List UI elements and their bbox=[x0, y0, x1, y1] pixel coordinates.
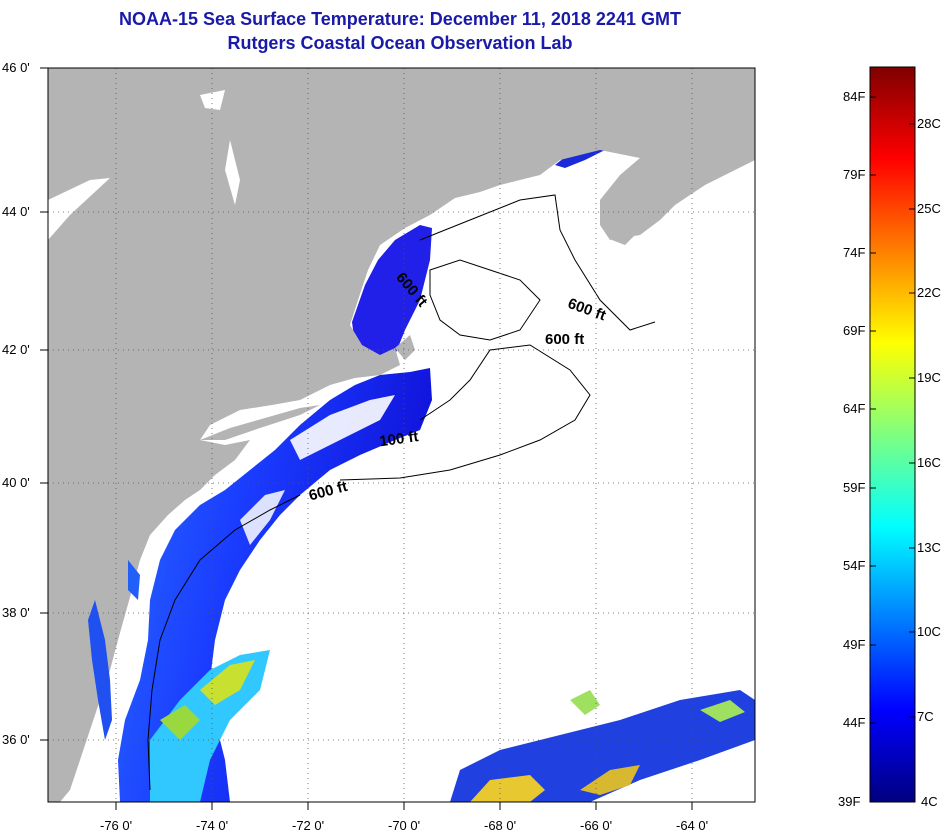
lat-label: 44 0' bbox=[2, 204, 30, 219]
map-subtitle: Rutgers Coastal Ocean Observation Lab bbox=[227, 33, 573, 53]
colorbar-c-label: 7C bbox=[917, 709, 934, 724]
colorbar-f-label: 49F bbox=[843, 637, 865, 652]
sst-gulf-of-maine-water bbox=[352, 225, 432, 360]
lon-label: -64 0' bbox=[676, 818, 708, 832]
map-title: NOAA-15 Sea Surface Temperature: Decembe… bbox=[119, 9, 681, 29]
depth-contour-100ft bbox=[147, 494, 301, 791]
colorbar-c-label: 4C bbox=[921, 794, 938, 809]
cloud-streak bbox=[240, 490, 285, 545]
lat-label: 40 0' bbox=[2, 475, 30, 490]
sst-offshore-warm-patch bbox=[580, 765, 640, 795]
colorbar-c-label: 22C bbox=[917, 285, 941, 300]
lon-label: -68 0' bbox=[484, 818, 516, 832]
frame-ticks bbox=[40, 67, 693, 810]
lon-label: -72 0' bbox=[292, 818, 324, 832]
lat-label: 42 0' bbox=[2, 342, 30, 357]
depth-contour-600ft bbox=[419, 194, 656, 331]
sst-warm-patch bbox=[200, 660, 255, 705]
colorbar-f-label: 84F bbox=[843, 89, 865, 104]
land-us-northeast bbox=[48, 68, 755, 802]
chesapeake-bay bbox=[88, 600, 112, 740]
colorbar-f-label: 44F bbox=[843, 715, 865, 730]
sst-offshore-warm-patch bbox=[570, 690, 600, 715]
colorbar-c-label: 25C bbox=[917, 201, 941, 216]
colorbar-c-label: 10C bbox=[917, 624, 941, 639]
lat-label: 46 0' bbox=[2, 60, 30, 75]
lon-label: -74 0' bbox=[196, 818, 228, 832]
lon-label: -76 0' bbox=[100, 818, 132, 832]
contour-label: 600 ft bbox=[545, 331, 584, 348]
inland-lake bbox=[200, 90, 225, 110]
lon-label: -66 0' bbox=[580, 818, 612, 832]
colorbar-c-label: 13C bbox=[917, 540, 941, 555]
lon-label: -70 0' bbox=[388, 818, 420, 832]
lat-label: 38 0' bbox=[2, 605, 30, 620]
depth-contour-600ft-gb bbox=[339, 344, 591, 481]
cloud-streak bbox=[290, 395, 395, 460]
sst-offshore-warm-patch bbox=[470, 775, 545, 802]
colorbar-f-label: 69F bbox=[843, 323, 865, 338]
colorbar bbox=[869, 66, 916, 803]
lat-label: 36 0' bbox=[2, 732, 30, 747]
land-long-island bbox=[200, 405, 320, 440]
inland-lake bbox=[48, 178, 110, 240]
sst-warm-patch bbox=[160, 705, 200, 740]
depth-contour-gom-basin bbox=[429, 259, 541, 341]
colorbar-ticks bbox=[870, 96, 915, 724]
colorbar-f-label: 64F bbox=[843, 401, 865, 416]
colorbar-f-label: 39F bbox=[838, 794, 860, 809]
colorbar-c-label: 28C bbox=[917, 116, 941, 131]
contour-label: 100 ft bbox=[378, 428, 419, 450]
inland-lake bbox=[225, 140, 240, 205]
colorbar-f-label: 54F bbox=[843, 558, 865, 573]
sst-offshore-warm-patch bbox=[700, 700, 745, 722]
sst-offshore-warm-water bbox=[450, 690, 755, 802]
land-cape-cod bbox=[395, 335, 415, 360]
delaware-bay bbox=[128, 560, 140, 600]
colorbar-f-label: 74F bbox=[843, 245, 865, 260]
colorbar-f-label: 59F bbox=[843, 480, 865, 495]
colorbar-c-label: 19C bbox=[917, 370, 941, 385]
land-nova-scotia bbox=[600, 110, 755, 245]
colorbar-f-label: 79F bbox=[843, 167, 865, 182]
colorbar-c-label: 16C bbox=[917, 455, 941, 470]
map-frame bbox=[47, 67, 756, 803]
